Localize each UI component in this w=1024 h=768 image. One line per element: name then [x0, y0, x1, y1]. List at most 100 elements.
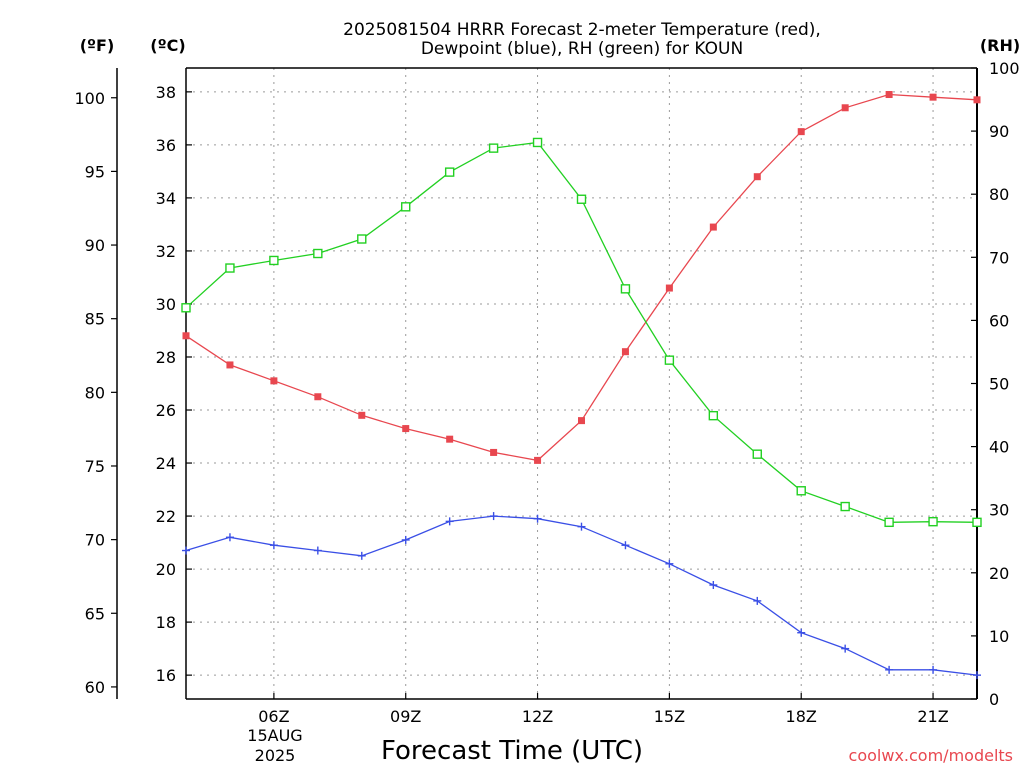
- rh-point: [620, 284, 631, 294]
- x-tick-label: 09Z: [390, 707, 421, 726]
- temperature-point: [929, 93, 937, 101]
- grid-lines: [186, 68, 977, 699]
- celsius-tick-label: 38: [156, 83, 176, 102]
- rh-point: [488, 143, 499, 153]
- rh-tick-label: 60: [989, 311, 1009, 330]
- fahrenheit-tick-label: 90: [85, 236, 105, 255]
- rh-point: [225, 263, 235, 273]
- dewpoint-point: [489, 512, 498, 521]
- rh-point: [313, 248, 323, 259]
- celsius-tick-label: 32: [156, 242, 176, 261]
- rh-point: [972, 517, 982, 528]
- x-tick-label: 15Z: [654, 707, 685, 726]
- dewpoint-point: [973, 671, 981, 680]
- rh-unit-label: (RH): [980, 36, 1020, 55]
- fahrenheit-tick-label: 65: [85, 604, 105, 623]
- celsius-tick-label: 26: [156, 401, 176, 420]
- temperature-point: [885, 91, 893, 99]
- rh-tick-label: 50: [989, 375, 1009, 394]
- credit-link[interactable]: coolwx.com/modelts: [849, 746, 1013, 765]
- dewpoint-point: [533, 514, 542, 523]
- series-dewpoint: [182, 512, 981, 680]
- dewpoint-line: [185, 515, 978, 676]
- dewpoint-point: [225, 533, 234, 542]
- rh-tick-label: 30: [989, 501, 1009, 520]
- temperature-point: [973, 96, 981, 104]
- celsius-unit-label: (ºC): [150, 36, 185, 55]
- celsius-tick-label: 20: [156, 560, 176, 579]
- dewpoint-point: [665, 559, 674, 568]
- fahrenheit-tick-label: 85: [85, 310, 105, 329]
- temperature-point: [797, 128, 805, 136]
- rh-point: [269, 255, 279, 266]
- temperature-point: [841, 104, 849, 112]
- rh-point: [708, 410, 719, 421]
- temperature-point: [621, 348, 629, 356]
- celsius-tick-label: 34: [156, 189, 176, 208]
- dewpoint-point: [445, 517, 454, 526]
- celsius-tick-label: 30: [156, 295, 176, 314]
- rh-point: [928, 516, 938, 527]
- date-label: 15AUG: [247, 726, 302, 745]
- dewpoint-point: [753, 596, 762, 605]
- axes: [111, 67, 978, 700]
- fahrenheit-tick-label: 80: [85, 383, 105, 402]
- rh-tick-label: 100: [989, 59, 1020, 78]
- rh-point: [576, 194, 587, 204]
- fahrenheit-tick-label: 60: [85, 678, 105, 697]
- rh-point: [181, 303, 191, 313]
- dewpoint-point: [401, 535, 410, 544]
- x-axis-title: Forecast Time (UTC): [381, 736, 643, 766]
- rh-tick-label: 20: [989, 564, 1009, 583]
- tick-labels: 16 18 20 22 24 26 28 30 32 34 36 38 60 65 70 75 80 85 90 95…: [74, 59, 1019, 726]
- dewpoint-point: [313, 546, 322, 555]
- dewpoint-point: [709, 580, 718, 589]
- dewpoint-point: [885, 665, 894, 674]
- temperature-point: [446, 435, 454, 443]
- dewpoint-point: [577, 522, 586, 531]
- rh-point: [752, 449, 762, 459]
- year-label: 2025: [255, 746, 296, 765]
- rh-point: [532, 137, 543, 148]
- fahrenheit-tick-label: 75: [85, 457, 105, 476]
- rh-point: [444, 167, 455, 177]
- x-tick-label: 12Z: [522, 707, 553, 726]
- temperature-point: [490, 448, 498, 456]
- temperature-point: [665, 284, 673, 292]
- celsius-tick-label: 18: [156, 613, 176, 632]
- rh-tick-label: 0: [989, 690, 999, 709]
- celsius-tick-label: 24: [156, 454, 176, 473]
- temperature-point: [358, 411, 366, 419]
- x-tick-label: 18Z: [786, 707, 817, 726]
- fahrenheit-tick-label: 95: [85, 162, 105, 181]
- temperature-point: [534, 456, 542, 464]
- rh-tick-label: 80: [989, 185, 1009, 204]
- rh-point: [796, 486, 806, 496]
- dewpoint-point: [797, 628, 806, 637]
- temperature-point: [709, 223, 717, 231]
- rh-tick-label: 40: [989, 438, 1009, 457]
- dewpoint-point: [357, 551, 366, 560]
- rh-point: [401, 202, 411, 212]
- dewpoint-point: [621, 541, 630, 550]
- rh-point: [664, 355, 675, 365]
- series-rh: [181, 137, 982, 528]
- data-series: [181, 91, 982, 680]
- dewpoint-point: [841, 644, 850, 653]
- fahrenheit-tick-label: 100: [74, 89, 105, 108]
- temperature-point: [753, 173, 761, 181]
- temperature-point: [270, 377, 278, 385]
- rh-point: [840, 501, 850, 512]
- temperature-point: [314, 393, 322, 401]
- dewpoint-point: [182, 546, 190, 555]
- dewpoint-point: [269, 541, 278, 550]
- chart-title-line2: Dewpoint (blue), RH (green) for KOUN: [421, 39, 743, 59]
- temperature-point: [578, 417, 585, 425]
- celsius-tick-label: 22: [156, 507, 176, 526]
- celsius-tick-label: 16: [156, 666, 176, 685]
- rh-point: [357, 234, 367, 244]
- rh-tick-label: 90: [989, 122, 1009, 141]
- celsius-tick-label: 36: [156, 136, 176, 155]
- temperature-point: [182, 332, 190, 340]
